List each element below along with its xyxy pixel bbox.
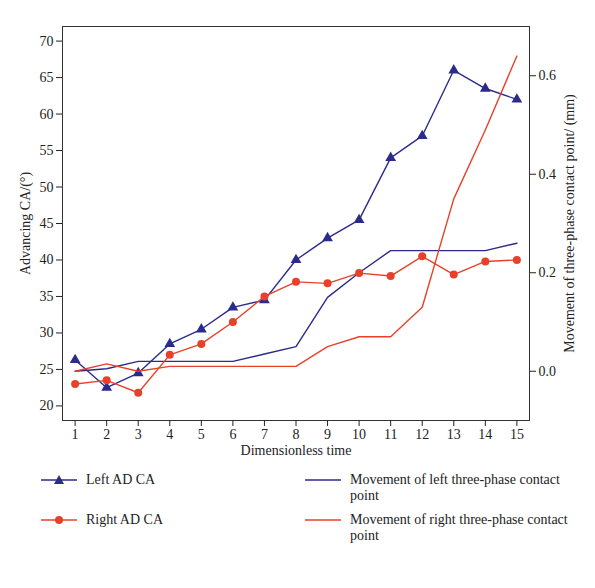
svg-text:6: 6: [229, 427, 236, 442]
svg-text:0.4: 0.4: [539, 167, 557, 182]
svg-text:60: 60: [40, 107, 54, 122]
html-text:Movement of right three-phase: Movement of right three-phase contact po…: [350, 512, 568, 543]
svg-text:11: 11: [384, 427, 397, 442]
svg-text:55: 55: [40, 143, 54, 158]
svg-text:30: 30: [40, 325, 54, 340]
svg-text:4: 4: [166, 427, 173, 442]
svg-text:2: 2: [103, 427, 110, 442]
svg-text:0.2: 0.2: [539, 265, 557, 280]
svg-text:0.6: 0.6: [539, 68, 557, 83]
svg-text:5: 5: [198, 427, 205, 442]
svg-text:20: 20: [40, 398, 54, 413]
svg-text:10: 10: [352, 427, 366, 442]
svg-text:7: 7: [261, 427, 268, 442]
svg-text:12: 12: [415, 427, 429, 442]
html-text:Movement of left three-phase c: Movement of left three-phase contact poi…: [350, 472, 560, 503]
svg-text:13: 13: [447, 427, 461, 442]
svg-text:70: 70: [40, 34, 54, 49]
html-text:Left AD CA: Left AD CA: [86, 472, 156, 487]
svg-text:9: 9: [324, 427, 331, 442]
svg-text:15: 15: [510, 427, 524, 442]
svg-text:35: 35: [40, 289, 54, 304]
svg-text:14: 14: [478, 427, 492, 442]
svg-text:65: 65: [40, 70, 54, 85]
svg-text:Dimensionless time: Dimensionless time: [241, 443, 352, 458]
svg-text:25: 25: [40, 362, 54, 377]
svg-text:1: 1: [72, 427, 79, 442]
svg-text:Advancing CA/(°): Advancing CA/(°): [18, 172, 34, 276]
svg-text:45: 45: [40, 216, 54, 231]
svg-text:0.0: 0.0: [539, 364, 557, 379]
svg-text:8: 8: [293, 427, 300, 442]
svg-text:50: 50: [40, 179, 54, 194]
svg-text:3: 3: [135, 427, 142, 442]
html-text:Right AD CA: Right AD CA: [86, 512, 163, 527]
svg-text:40: 40: [40, 252, 54, 267]
svg-text:Movement of three-phase contac: Movement of three-phase contact point/ (…: [562, 94, 578, 353]
